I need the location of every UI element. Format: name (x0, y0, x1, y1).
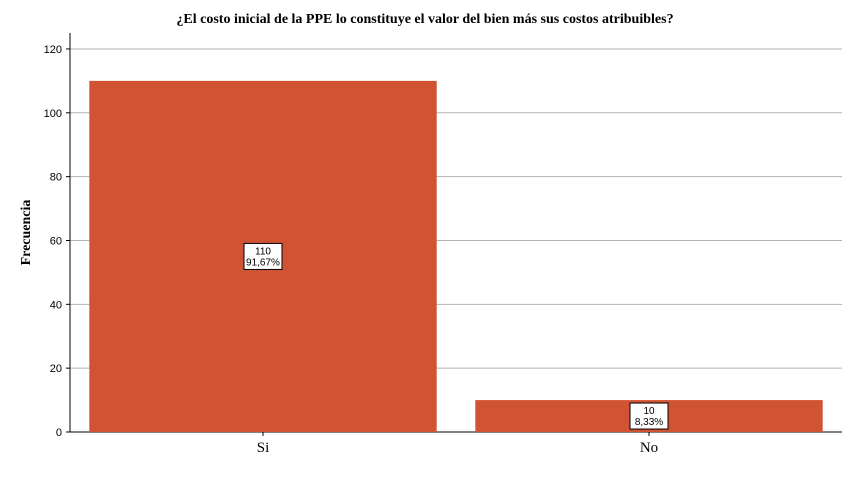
data-label-count: 110 (255, 246, 271, 257)
data-label-percent: 91,67% (246, 257, 280, 268)
data-label-percent: 8,33% (635, 417, 663, 428)
x-tick-label: No (640, 440, 658, 456)
y-tick-label: 120 (44, 44, 62, 56)
y-tick-label: 80 (50, 172, 62, 184)
x-tick-label: Si (257, 440, 270, 456)
data-label-count: 10 (643, 406, 655, 417)
y-tick-label: 100 (44, 108, 62, 120)
chart-title: ¿El costo inicial de la PPE lo constituy… (176, 12, 674, 27)
y-tick-label: 60 (50, 235, 62, 247)
y-tick-label: 40 (50, 299, 62, 311)
data-label-box (243, 242, 283, 270)
data-label-box (629, 402, 669, 430)
y-tick-label: 0 (56, 427, 62, 439)
y-axis-title: Frecuencia (19, 200, 34, 266)
y-tick-label: 20 (50, 363, 62, 375)
